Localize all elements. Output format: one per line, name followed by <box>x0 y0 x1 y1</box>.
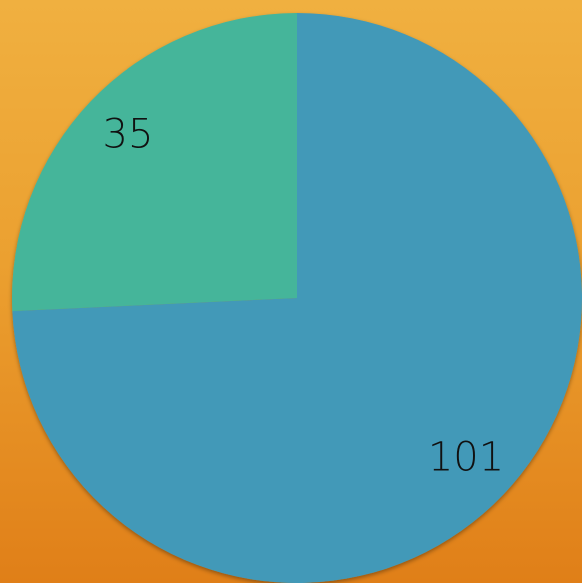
pie <box>11 13 582 583</box>
pie-slice <box>11 13 297 312</box>
data-label: 35 <box>103 112 154 158</box>
pie-slice <box>12 13 582 583</box>
data-label: 101 <box>428 434 504 480</box>
